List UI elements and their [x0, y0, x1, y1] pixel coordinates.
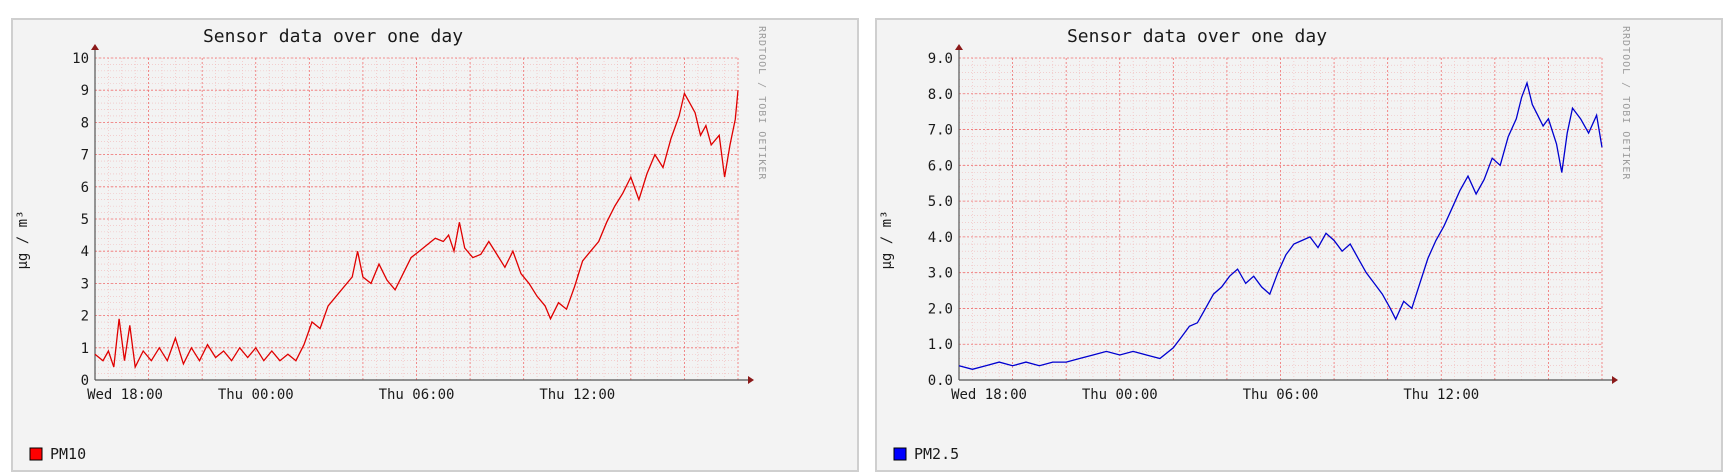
- y-axis-arrow: [91, 44, 99, 50]
- y-tick-label: 4: [81, 244, 89, 260]
- x-axis-arrow: [1612, 376, 1618, 384]
- x-tick-label: Thu 12:00: [1403, 387, 1479, 403]
- y-tick-label: 3.0: [928, 266, 953, 282]
- y-tick-label: 5.0: [928, 194, 953, 210]
- y-tick-label: 2.0: [928, 301, 953, 317]
- legend-label: PM10: [50, 445, 86, 463]
- x-axis-arrow: [748, 376, 754, 384]
- y-tick-label: 1: [81, 341, 89, 357]
- plot-area: 0 1 2 3 4 5 6 7 8 9 10 Wed 18:00 Thu 00:00 Thu 06:00 T…: [72, 44, 754, 403]
- y-tick-label: 8: [81, 115, 89, 131]
- line-chart-pm25: Sensor data over one day µg / m³ RRDTOOL…: [879, 26, 1631, 463]
- chart-panel-pm10: Sensor data over one day µg / m³ RRDTOOL…: [11, 18, 859, 472]
- legend-label: PM2.5: [914, 445, 959, 463]
- plot-area: 0.0 1.0 2.0 3.0 4.0 5.0 6.0 7.0 8.0 9.0 Wed 18:00 T…: [928, 44, 1618, 403]
- y-tick-label: 4.0: [928, 230, 953, 246]
- series-line: [958, 80, 1603, 370]
- y-tick-label: 7.0: [928, 123, 953, 139]
- series-line: [94, 90, 739, 370]
- y-axis-label: µg / m³: [15, 210, 31, 269]
- y-tick-label: 6: [81, 180, 89, 196]
- y-tick-label: 6.0: [928, 158, 953, 174]
- x-tick-label: Wed 18:00: [951, 387, 1027, 403]
- y-tick-label: 5: [81, 212, 89, 228]
- y-tick-label: 7: [81, 148, 89, 164]
- y-tick-label: 1.0: [928, 337, 953, 353]
- x-tick-label: Thu 00:00: [1082, 387, 1158, 403]
- x-tick-label: Thu 06:00: [1243, 387, 1319, 403]
- x-tick-label: Wed 18:00: [87, 387, 163, 403]
- y-tick-label: 0: [81, 373, 89, 389]
- watermark: RRDTOOL / TOBI OETIKER: [756, 26, 767, 180]
- legend-swatch: [893, 447, 907, 461]
- y-tick-label: 8.0: [928, 87, 953, 103]
- y-axis-label: µg / m³: [879, 210, 895, 269]
- y-tick-label: 2: [81, 309, 89, 325]
- y-tick-label: 0.0: [928, 373, 953, 389]
- legend-swatch: [29, 447, 43, 461]
- line-chart-pm10: Sensor data over one day µg / m³ RRDTOOL…: [15, 26, 767, 463]
- y-axis-arrow: [955, 44, 963, 50]
- chart-panel-pm25: Sensor data over one day µg / m³ RRDTOOL…: [875, 18, 1723, 472]
- watermark: RRDTOOL / TOBI OETIKER: [1620, 26, 1631, 180]
- y-tick-label: 9.0: [928, 51, 953, 67]
- y-tick-label: 10: [72, 51, 89, 67]
- chart-title: Sensor data over one day: [1067, 26, 1327, 47]
- chart-title: Sensor data over one day: [203, 26, 463, 47]
- y-tick-label: 3: [81, 276, 89, 292]
- x-tick-label: Thu 06:00: [379, 387, 455, 403]
- x-tick-label: Thu 12:00: [539, 387, 615, 403]
- y-tick-label: 9: [81, 83, 89, 99]
- x-tick-label: Thu 00:00: [218, 387, 294, 403]
